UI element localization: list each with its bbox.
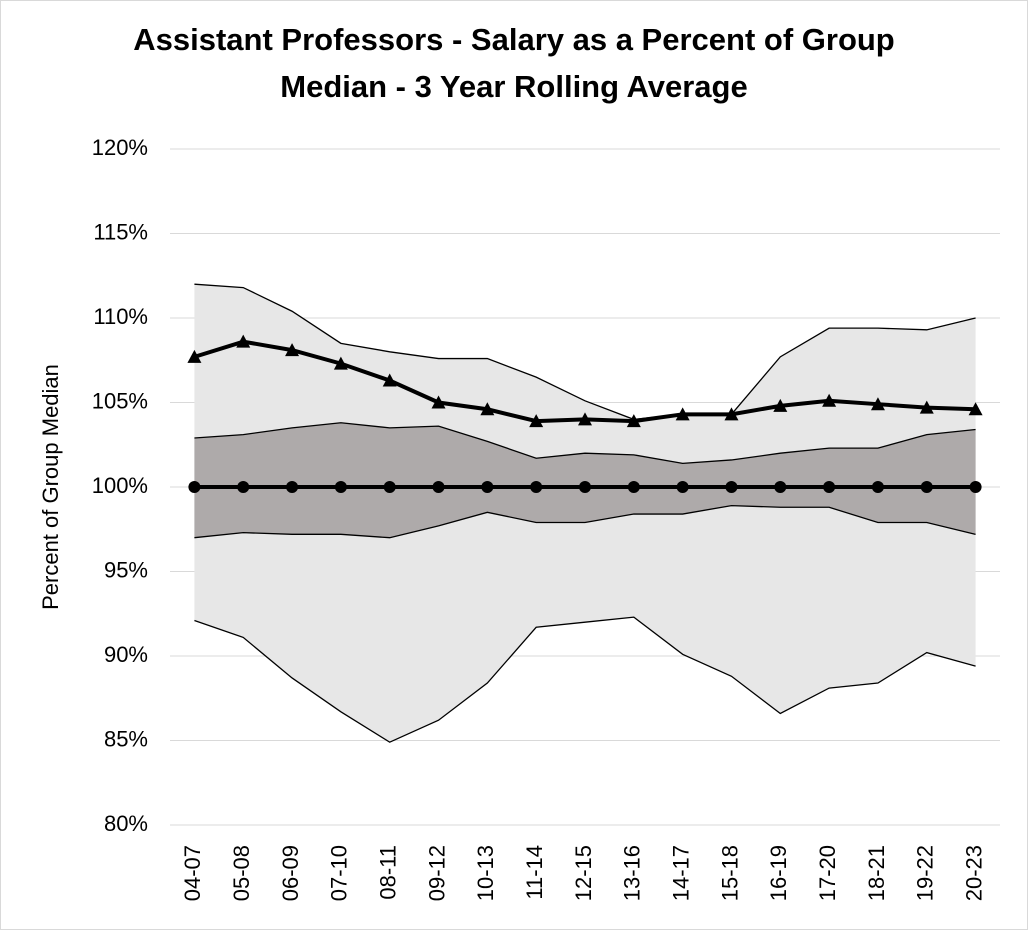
x-tick-label: 10-13 (473, 845, 498, 901)
x-tick-label: 07-10 (327, 845, 352, 901)
x-tick-label: 16-19 (766, 845, 791, 901)
marker (676, 481, 689, 493)
marker (919, 400, 934, 414)
marker (431, 395, 446, 409)
marker (578, 412, 592, 426)
y-tick-label: 90% (104, 642, 148, 667)
marker (870, 397, 885, 411)
marker (774, 481, 787, 493)
marker (823, 481, 836, 493)
band-fill (194, 422, 976, 538)
chart-title: Assistant Professors - Salary as a Perce… (133, 22, 895, 57)
band-edge (194, 422, 976, 464)
marker (969, 481, 982, 493)
y-tick-label: 115% (93, 219, 148, 244)
band-edge (194, 616, 976, 743)
marker (579, 481, 591, 493)
x-tick-label: 09-12 (424, 845, 449, 901)
x-tick-label: 19-22 (913, 845, 938, 901)
x-tick-label: 17-20 (815, 845, 840, 901)
x-tick-label: 13-16 (620, 845, 645, 901)
x-tick-label: 20-23 (961, 845, 986, 901)
y-tick-label: 105% (92, 388, 148, 413)
marker (236, 334, 251, 348)
marker (627, 481, 640, 493)
y-tick-label: 110% (93, 304, 148, 329)
marker (920, 481, 933, 493)
marker (725, 481, 738, 493)
marker (285, 343, 300, 357)
band-edge (194, 283, 976, 421)
marker (286, 481, 299, 493)
marker (481, 481, 494, 493)
marker (237, 481, 250, 493)
marker (383, 481, 396, 493)
marker (188, 481, 201, 493)
x-tick-label: 11-14 (522, 845, 547, 900)
x-tick-label: 12-15 (571, 845, 596, 901)
y-axis-label: Percent of Group Median (38, 364, 63, 610)
marker (871, 481, 884, 493)
y-tick-label: 100% (92, 473, 148, 498)
marker (675, 407, 690, 421)
marker (529, 414, 544, 428)
x-tick-label: 18-21 (864, 845, 889, 901)
y-tick-label: 85% (104, 726, 148, 751)
x-tick-label: 08-11 (376, 845, 401, 900)
y-tick-label: 95% (104, 557, 148, 582)
marker (626, 414, 641, 428)
marker (187, 349, 202, 363)
x-tick-label: 15-18 (717, 845, 742, 901)
marker (724, 407, 739, 421)
x-tick-label: 05-08 (229, 845, 254, 901)
marker (530, 481, 543, 493)
chart-title: Median - 3 Year Rolling Average (280, 69, 747, 104)
marker (382, 373, 397, 387)
x-tick-label: 06-09 (278, 845, 303, 901)
marker (480, 402, 495, 416)
marker (773, 398, 788, 412)
y-tick-label: 80% (104, 811, 148, 836)
marker (334, 481, 347, 493)
y-tick-label: 120% (92, 135, 148, 160)
band-edge (194, 504, 976, 539)
marker (822, 393, 837, 407)
marker (968, 402, 983, 416)
x-tick-label: 04-07 (180, 845, 205, 901)
marker (333, 356, 348, 370)
marker (432, 481, 445, 493)
x-tick-label: 14-17 (668, 845, 693, 901)
